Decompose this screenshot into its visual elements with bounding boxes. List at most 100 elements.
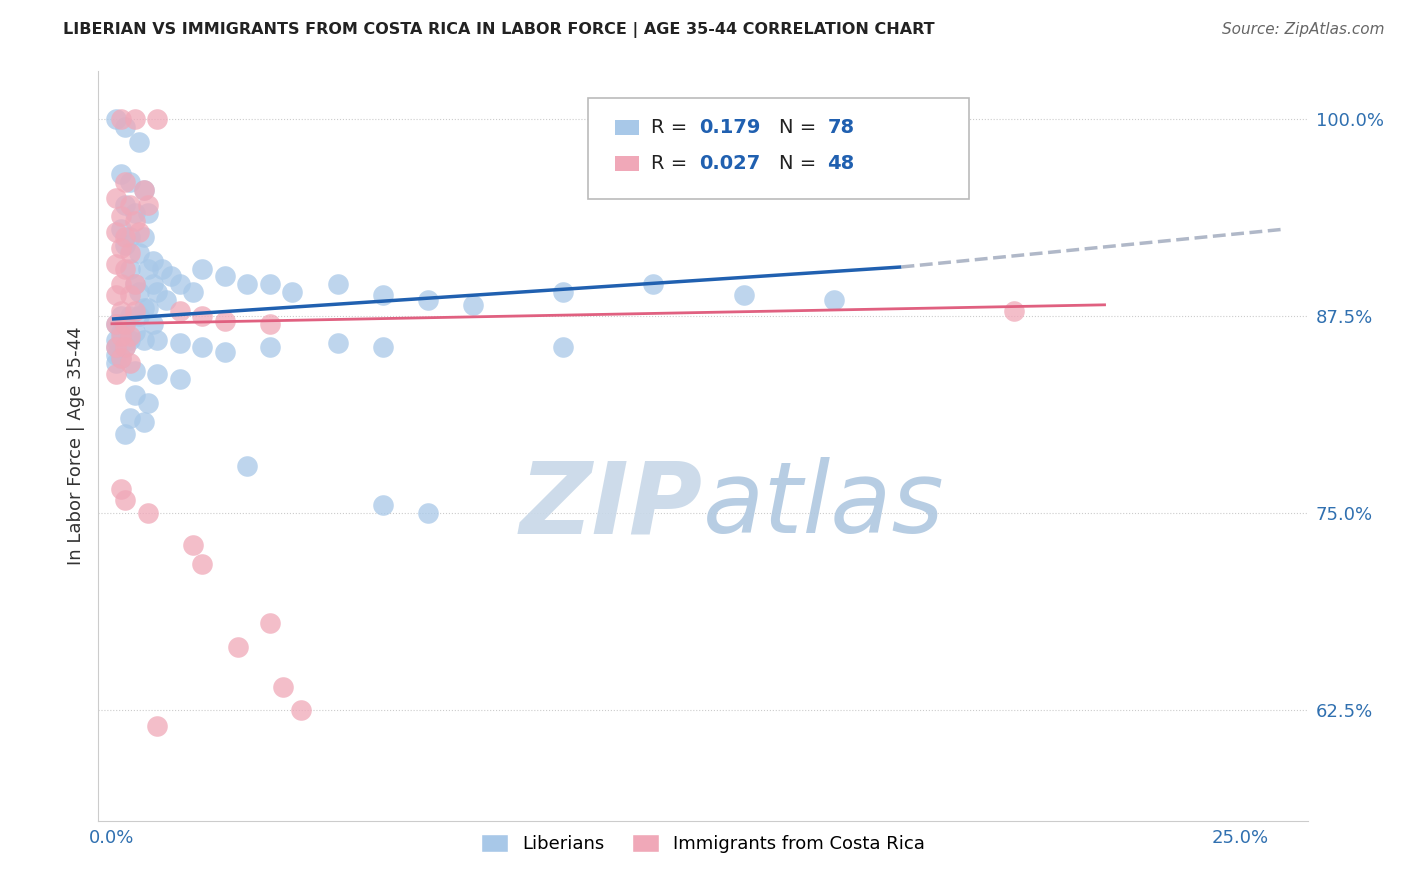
Point (259, 340, 281, 354)
Point (823, 293, 845, 307)
Point (169, 277, 191, 292)
Point (124, 304, 146, 318)
Point (114, 120, 136, 134)
Point (124, 277, 146, 292)
Point (118, 175, 141, 189)
Point (124, 112, 146, 126)
Point (136, 301, 159, 315)
Text: N =: N = (779, 118, 823, 137)
Point (150, 261, 173, 276)
Point (132, 183, 155, 197)
Point (110, 351, 132, 366)
Point (105, 288, 128, 302)
Point (236, 277, 259, 292)
Text: atlas: atlas (703, 458, 945, 555)
Point (114, 317, 136, 331)
Point (142, 277, 165, 292)
Point (110, 351, 132, 366)
Point (169, 372, 191, 386)
Point (118, 333, 141, 347)
Point (181, 285, 204, 300)
Point (146, 368, 169, 382)
Point (155, 293, 177, 307)
Point (105, 340, 128, 354)
Point (118, 261, 141, 276)
Point (110, 112, 132, 126)
Point (118, 230, 141, 244)
Point (110, 210, 132, 224)
Point (136, 506, 159, 520)
Point (118, 288, 141, 302)
Text: 0.179: 0.179 (699, 118, 761, 137)
Point (214, 269, 236, 284)
Point (110, 325, 132, 339)
Point (128, 309, 150, 323)
Point (191, 557, 214, 571)
Point (461, 298, 484, 312)
Point (214, 345, 236, 359)
Point (114, 175, 136, 189)
FancyBboxPatch shape (614, 120, 638, 135)
Point (169, 304, 191, 318)
Point (110, 309, 132, 323)
Point (105, 190, 128, 204)
Text: 78: 78 (828, 118, 855, 137)
Point (281, 285, 304, 300)
Point (142, 253, 165, 268)
Point (132, 183, 155, 197)
Point (124, 214, 146, 228)
Point (553, 340, 575, 354)
Point (114, 493, 136, 508)
Point (124, 364, 146, 378)
Text: R =: R = (651, 118, 693, 137)
Point (105, 317, 128, 331)
Point (105, 368, 128, 382)
Point (1002, 304, 1025, 318)
Point (326, 335, 349, 350)
Point (136, 198, 159, 212)
Point (132, 415, 155, 429)
Point (181, 538, 204, 552)
Text: ZIP: ZIP (520, 458, 703, 555)
Point (114, 340, 136, 354)
Point (124, 206, 146, 220)
Point (124, 277, 146, 292)
Point (146, 719, 169, 733)
Point (114, 230, 136, 244)
Text: 0.027: 0.027 (699, 154, 761, 173)
Point (259, 317, 281, 331)
Point (110, 241, 132, 255)
Point (146, 112, 169, 126)
FancyBboxPatch shape (614, 156, 638, 171)
Point (110, 329, 132, 343)
Point (273, 680, 295, 694)
Point (259, 616, 281, 631)
Point (110, 483, 132, 497)
Point (136, 395, 159, 409)
Point (118, 329, 141, 343)
Point (416, 506, 439, 520)
Point (124, 388, 146, 402)
Point (128, 136, 150, 150)
Point (105, 348, 128, 362)
Point (105, 340, 128, 354)
Y-axis label: In Labor Force | Age 35-44: In Labor Force | Age 35-44 (66, 326, 84, 566)
Point (371, 340, 394, 354)
Point (416, 293, 439, 307)
Point (132, 333, 155, 347)
Point (371, 288, 394, 302)
Point (290, 703, 312, 717)
Point (105, 257, 128, 271)
Legend: Liberians, Immigrants from Costa Rica: Liberians, Immigrants from Costa Rica (474, 827, 932, 860)
Point (105, 225, 128, 239)
Point (553, 285, 575, 300)
Point (191, 261, 214, 276)
Point (214, 313, 236, 327)
Point (128, 285, 150, 300)
Point (118, 309, 141, 323)
Point (110, 222, 132, 236)
Point (114, 427, 136, 442)
Point (118, 245, 141, 260)
Point (326, 277, 349, 292)
Point (371, 498, 394, 512)
